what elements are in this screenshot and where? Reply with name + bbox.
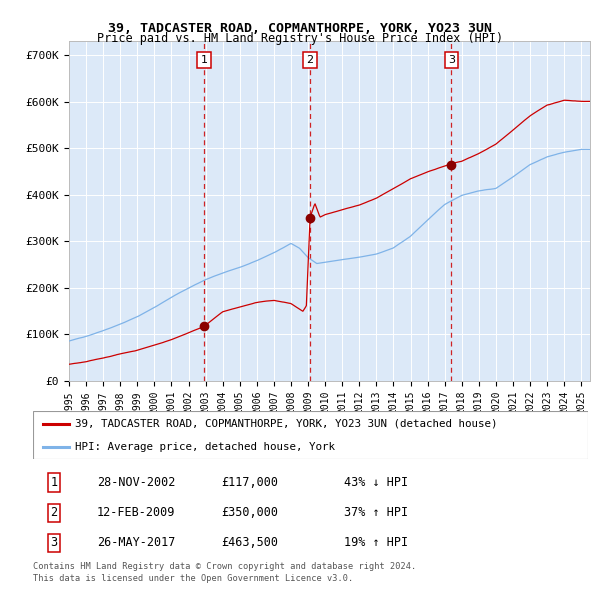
Text: £117,000: £117,000 (222, 476, 279, 489)
Text: 3: 3 (50, 536, 58, 549)
Text: 3: 3 (448, 55, 455, 65)
Text: HPI: Average price, detached house, York: HPI: Average price, detached house, York (74, 442, 335, 452)
Text: Contains HM Land Registry data © Crown copyright and database right 2024.: Contains HM Land Registry data © Crown c… (33, 562, 416, 571)
Text: This data is licensed under the Open Government Licence v3.0.: This data is licensed under the Open Gov… (33, 574, 353, 583)
FancyBboxPatch shape (33, 411, 588, 459)
Text: 28-NOV-2002: 28-NOV-2002 (97, 476, 175, 489)
Text: 26-MAY-2017: 26-MAY-2017 (97, 536, 175, 549)
Text: 39, TADCASTER ROAD, COPMANTHORPE, YORK, YO23 3UN (detached house): 39, TADCASTER ROAD, COPMANTHORPE, YORK, … (74, 419, 497, 429)
Text: Price paid vs. HM Land Registry's House Price Index (HPI): Price paid vs. HM Land Registry's House … (97, 32, 503, 45)
Text: 1: 1 (50, 476, 58, 489)
Text: 19% ↑ HPI: 19% ↑ HPI (344, 536, 408, 549)
Text: 12-FEB-2009: 12-FEB-2009 (97, 506, 175, 519)
Text: 2: 2 (50, 506, 58, 519)
Text: 43% ↓ HPI: 43% ↓ HPI (344, 476, 408, 489)
Text: 2: 2 (307, 55, 314, 65)
Text: £463,500: £463,500 (222, 536, 279, 549)
Text: £350,000: £350,000 (222, 506, 279, 519)
Text: 37% ↑ HPI: 37% ↑ HPI (344, 506, 408, 519)
Text: 39, TADCASTER ROAD, COPMANTHORPE, YORK, YO23 3UN: 39, TADCASTER ROAD, COPMANTHORPE, YORK, … (108, 22, 492, 35)
Text: 1: 1 (200, 55, 208, 65)
